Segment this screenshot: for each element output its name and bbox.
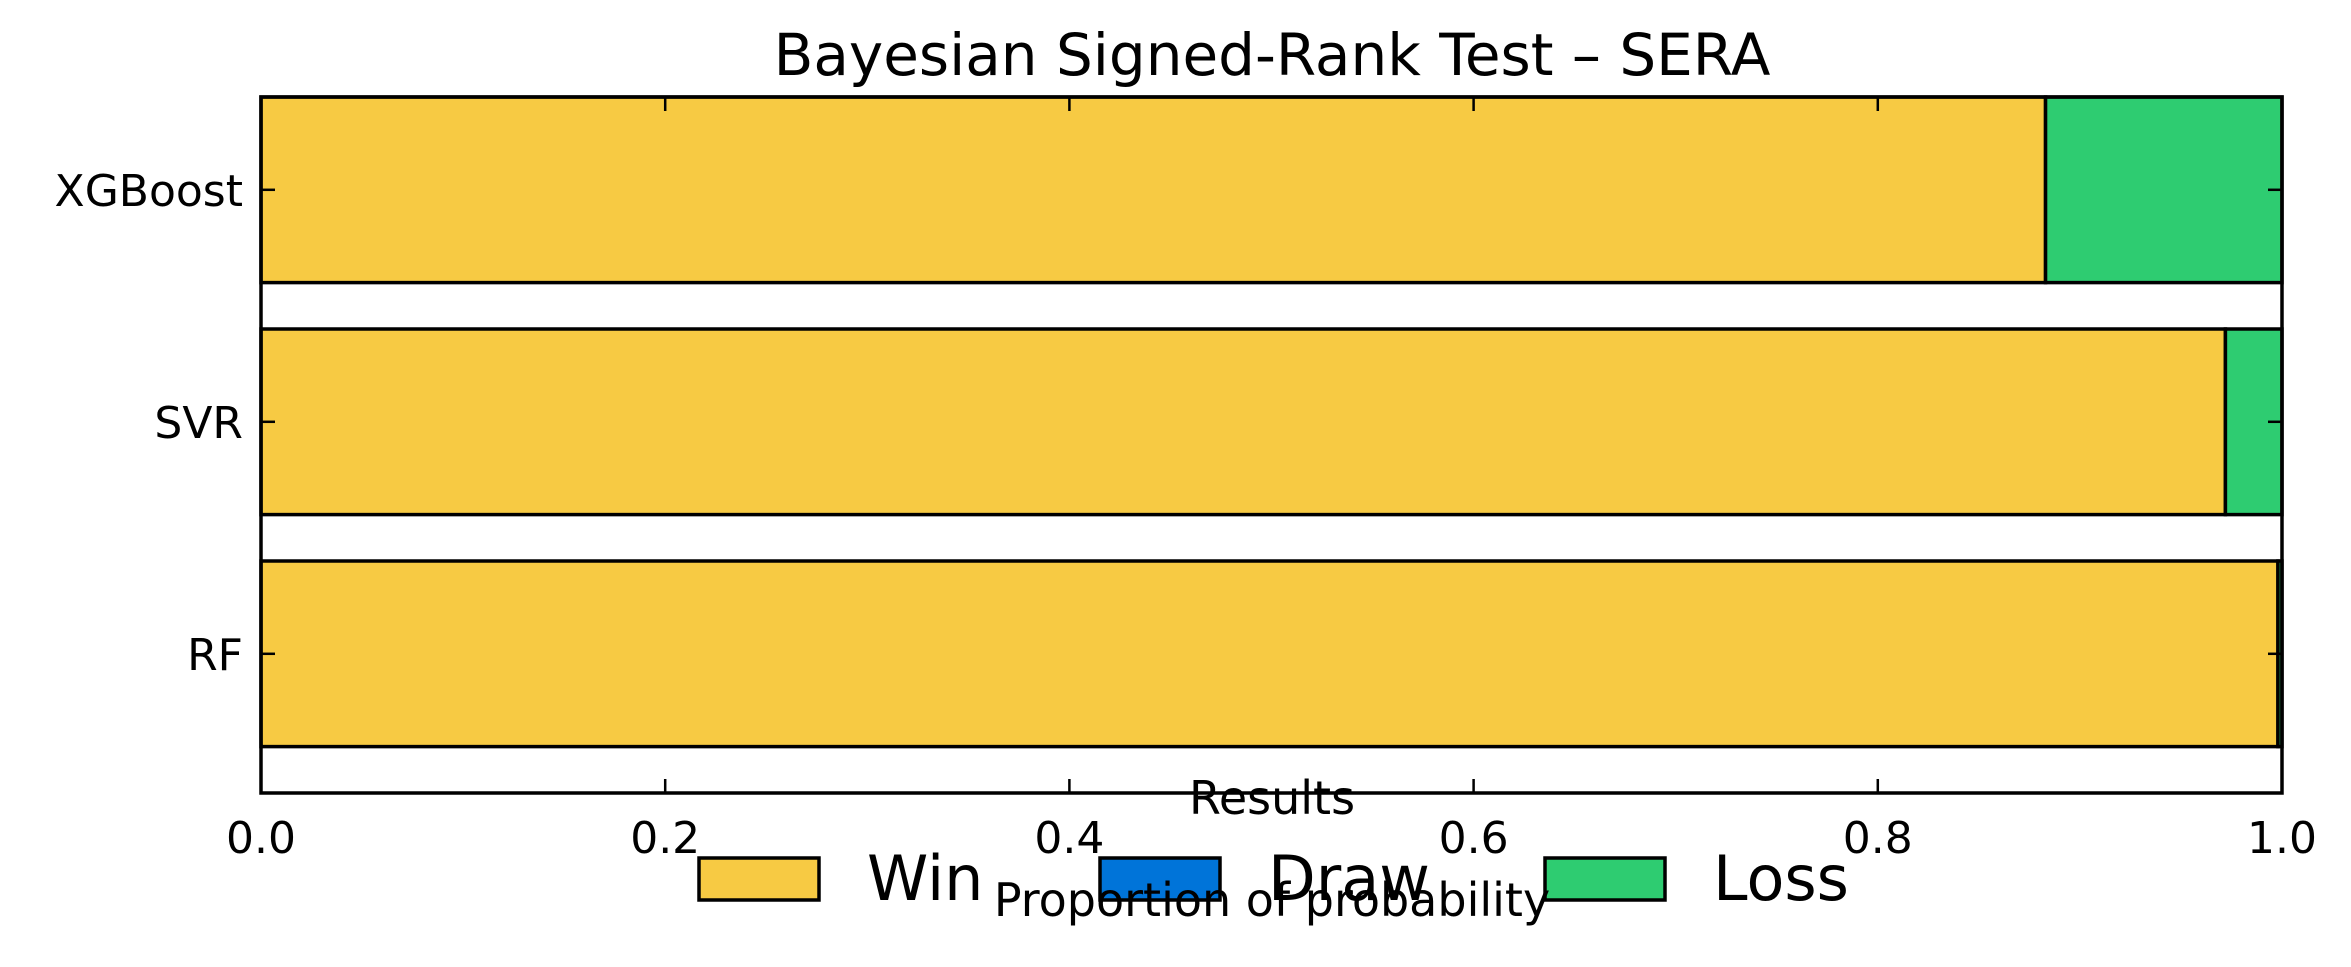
legend-swatch-win (699, 858, 819, 900)
x-axis-label: Proportion of probability (994, 873, 1550, 927)
legend-title: Results (1189, 771, 1355, 825)
legend-swatch-loss (1545, 858, 1665, 900)
bar-rf-win (261, 561, 2278, 747)
chart-title: Bayesian Signed-Rank Test – SERA (774, 21, 1771, 89)
bar-xgboost-win (261, 97, 2046, 283)
y-tick-label-rf: RF (187, 630, 243, 681)
x-tick-label: 0.2 (630, 813, 700, 864)
legend-label-win: Win (867, 842, 983, 915)
bar-xgboost-loss (2046, 97, 2282, 283)
x-tick-label: 0.0 (226, 813, 296, 864)
x-tick-label: 1.0 (2247, 813, 2317, 864)
y-tick-label-xgboost: XGBoost (55, 166, 243, 217)
x-tick-label: 0.4 (1034, 813, 1104, 864)
x-tick-label: 0.8 (1843, 813, 1913, 864)
x-tick-label: 0.6 (1439, 813, 1509, 864)
bars-group (261, 97, 2282, 747)
y-tick-label-svr: SVR (154, 398, 243, 449)
bar-svr-win (261, 329, 2225, 515)
legend-label-loss: Loss (1713, 842, 1849, 915)
